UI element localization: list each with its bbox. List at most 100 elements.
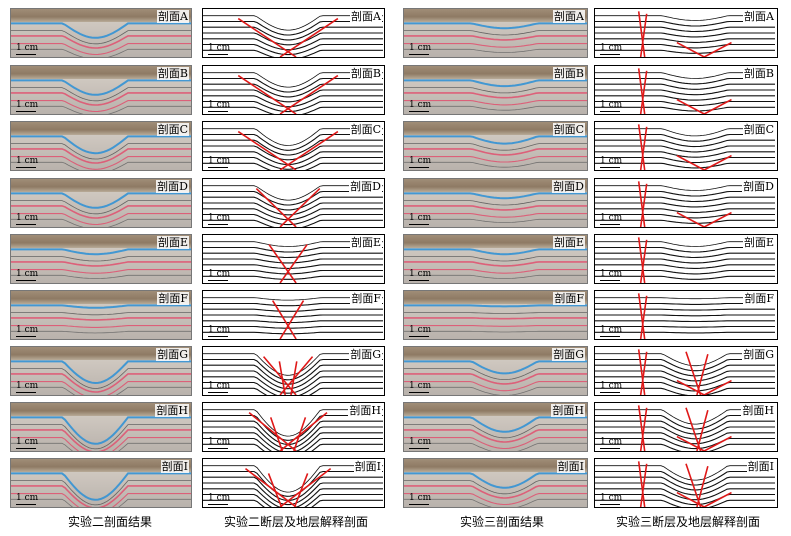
scale-bar-line [600, 54, 620, 55]
fault-line [639, 183, 648, 227]
scale-bar-label: 1 cm [208, 43, 231, 53]
photo-layer-line [11, 416, 191, 445]
overburden-texture [404, 291, 587, 305]
fault-line [703, 154, 732, 170]
stratum-line [595, 387, 775, 395]
stratum-line [595, 264, 775, 269]
photo-layer-line [11, 256, 191, 262]
stratum-line [203, 196, 383, 211]
stratum-line [203, 32, 383, 46]
section-label-d: 剖面D [349, 180, 382, 193]
overburden-texture [11, 66, 191, 80]
section-label-e: 剖面E [742, 236, 775, 249]
stratum-line [595, 499, 775, 507]
section-label-f: 剖面F [553, 292, 585, 305]
sand-layers-texture [404, 135, 587, 170]
scale-bar: 1 cm [208, 156, 230, 168]
photo-layer-line [404, 100, 587, 106]
photo-layer-line [404, 330, 587, 333]
photo-layer-line [11, 429, 191, 451]
scale-bar-label: 1 cm [16, 213, 39, 223]
stratum-line [203, 432, 383, 451]
photo-layer-line [404, 493, 587, 506]
scale-bar-line [409, 111, 429, 112]
photo-layer-line [11, 261, 191, 267]
stratum-line [595, 208, 775, 213]
section-exp3-g: 剖面G 1 cm [594, 346, 778, 396]
photo-layer-line [404, 148, 587, 156]
stratum-line [595, 151, 775, 158]
stratum-line [203, 38, 383, 51]
photo-layer-line [11, 156, 191, 170]
scale-bar: 1 cm [600, 381, 622, 393]
overburden-texture [404, 403, 587, 417]
stratum-line [595, 420, 775, 435]
photo-layer-line [11, 22, 191, 39]
scale-bar-line [600, 111, 620, 112]
scale-bar-label: 1 cm [16, 437, 39, 447]
scale-bar-line [16, 167, 36, 168]
scale-bar-line [208, 167, 228, 168]
stratum-line [203, 83, 383, 98]
scale-bar: 1 cm [409, 269, 431, 281]
stratum-line [595, 470, 775, 486]
scale-bar-label: 1 cm [208, 325, 231, 335]
stratum-line [203, 443, 383, 451]
stratum-line [595, 83, 775, 90]
photo-exp3-h: 剖面H 1 cm [403, 402, 588, 452]
photo-layer-line [11, 386, 191, 395]
photo-layer-line [404, 317, 587, 320]
photo-layer-line [11, 143, 191, 160]
photo-layer-line [11, 269, 191, 274]
scale-bar: 1 cm [600, 325, 622, 337]
scale-bar-line [16, 392, 36, 393]
section-exp2-a: 剖面A 1 cm [202, 8, 385, 58]
overburden-texture [11, 179, 191, 193]
section-label-a: 剖面A [743, 10, 775, 23]
scale-bar-label: 1 cm [409, 493, 432, 503]
photo-layer-line [404, 429, 587, 443]
fault-line [268, 244, 297, 283]
scale-bar-line [16, 336, 36, 337]
caption-exp3-interp: 实验三断层及地层解释剖面 [615, 515, 760, 529]
photo-layer-line [404, 48, 587, 53]
stratum-line [595, 219, 775, 224]
photo-layer-line [404, 416, 587, 433]
fault-line [703, 491, 732, 507]
fault-line [262, 356, 297, 395]
photo-layer-line [404, 200, 587, 206]
photo-layer-line [404, 205, 587, 211]
section-label-f: 剖面F [743, 292, 775, 305]
photo-layer-line [404, 480, 587, 495]
scale-bar-label: 1 cm [600, 43, 623, 53]
photo-layer-line [11, 30, 191, 45]
fault-line [293, 473, 309, 507]
scale-bar-line [208, 111, 228, 112]
scale-bar: 1 cm [208, 269, 230, 281]
photo-layer-line [404, 22, 587, 30]
photo-layer-line [11, 330, 191, 334]
stratum-line [595, 38, 775, 43]
section-label-a: 剖面A [157, 10, 189, 23]
fault-line [279, 188, 321, 227]
section-exp2-d: 剖面D 1 cm [202, 178, 385, 228]
scale-bar-line [208, 224, 228, 225]
photo-layer-line [404, 248, 587, 256]
scale-bar-line [409, 280, 429, 281]
scale-bar-line [16, 448, 36, 449]
photo-layer-line [404, 105, 587, 111]
fault-line [696, 465, 709, 507]
fault-line [278, 361, 286, 395]
scale-bar-line [208, 54, 228, 55]
scale-bar: 1 cm [16, 213, 38, 225]
scale-bar-label: 1 cm [16, 269, 39, 279]
photo-layer-line [404, 472, 587, 489]
photo-layer-line [11, 92, 191, 106]
stratum-line [595, 488, 775, 501]
scale-bar-label: 1 cm [600, 269, 623, 279]
section-label-e: 剖面E [349, 236, 382, 249]
scale-bar-line [600, 448, 620, 449]
stratum-line [203, 26, 383, 41]
stratum-line [595, 476, 775, 491]
stratum-line [203, 381, 383, 395]
